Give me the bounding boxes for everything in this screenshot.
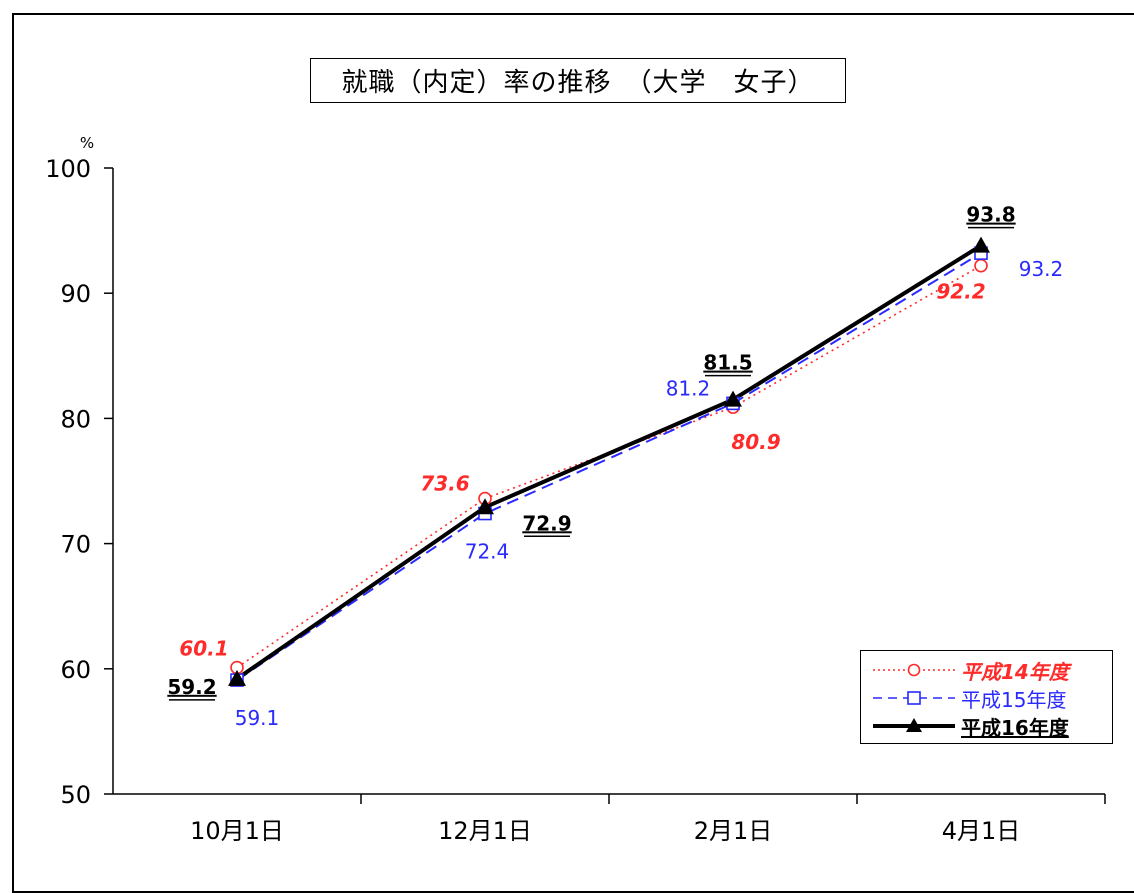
data-point-triangle [972, 236, 990, 253]
legend-swatch-square-icon [873, 691, 955, 705]
legend-swatch-circle-icon [873, 663, 955, 677]
data-label-series-2: 72.4 [465, 540, 510, 564]
chart-frame [12, 13, 1134, 893]
data-label-series-3: 72.9 [522, 511, 571, 535]
chart-legend: 平成14年度 平成15年度 平成16年度 [860, 650, 1113, 744]
legend-label-series-3: 平成16年度 [961, 716, 1069, 740]
y-tick-label: 90 [60, 280, 91, 308]
series-line-1 [236, 264, 982, 669]
y-axis-unit-label: % [80, 134, 94, 152]
legend-item-series-1: 平成14年度 [861, 657, 1112, 687]
legend-item-series-2: 平成15年度 [861, 685, 1112, 715]
chart-title: 就職（内定）率の推移 （大学 女子） [310, 58, 846, 103]
data-label-series-2: 81.2 [666, 376, 711, 400]
y-tick-label: 60 [60, 656, 91, 684]
legend-swatch-triangle-icon [873, 718, 955, 732]
data-label-series-1: 92.2 [936, 280, 985, 304]
x-tick-label: 10月1日 [190, 817, 284, 845]
legend-label-series-2: 平成15年度 [961, 688, 1067, 712]
series-line-3 [235, 243, 983, 681]
data-label-series-1: 73.6 [420, 472, 469, 496]
data-label-series-1: 60.1 [179, 637, 228, 661]
data-label-series-2: 59.1 [235, 706, 280, 730]
data-label-series-1: 80.9 [731, 430, 780, 454]
data-label-series-2: 93.2 [1019, 257, 1064, 281]
y-tick-label: 100 [45, 155, 91, 183]
legend-item-series-3: 平成16年度 [861, 713, 1112, 743]
data-point-triangle [228, 669, 246, 686]
data-point-triangle [476, 498, 494, 515]
x-tick-label: 2月1日 [694, 817, 773, 845]
data-label-series-3: 59.2 [167, 675, 216, 699]
y-tick-label: 50 [60, 781, 91, 809]
data-point-circle [974, 258, 988, 273]
chart-title-text: 就職（内定）率の推移 （大学 女子） [341, 68, 815, 98]
data-label-series-3: 93.8 [966, 203, 1015, 227]
x-tick-label: 4月1日 [942, 817, 1021, 845]
data-point-triangle [724, 390, 742, 407]
data-label-series-3: 81.5 [703, 351, 752, 375]
y-tick-label: 70 [60, 531, 91, 559]
legend-label-series-1: 平成14年度 [961, 660, 1069, 684]
y-tick-label: 80 [60, 405, 91, 433]
x-tick-label: 12月1日 [438, 817, 532, 845]
